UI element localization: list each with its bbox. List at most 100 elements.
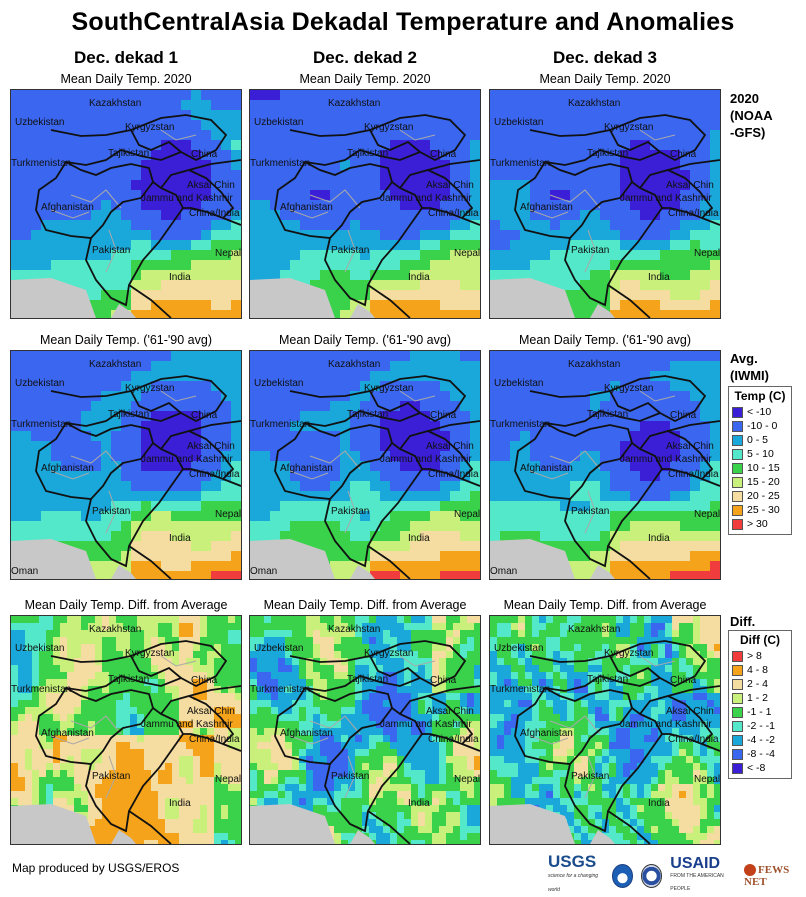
country-boundary xyxy=(564,707,664,833)
map-label-aksai-chin: Aksai Chin xyxy=(426,706,474,717)
map-label-china-india: China/India xyxy=(668,208,719,219)
sea-area xyxy=(490,539,575,579)
country-boundary xyxy=(130,390,182,414)
country-boundary xyxy=(289,114,467,166)
map-label-nepal: Nepal xyxy=(694,509,720,520)
temp-legend-label: 25 - 30 xyxy=(747,504,780,516)
map-label-turkmenistan: Turkmenistan xyxy=(11,158,71,169)
map-label-turkmenistan: Turkmenistan xyxy=(250,419,310,430)
province-boundary xyxy=(70,189,122,209)
map-label-afghanistan: Afghanistan xyxy=(520,463,573,474)
map-label-kazakhstan: Kazakhstan xyxy=(568,98,620,109)
row-label-current: 2020 (NOAA -GFS) xyxy=(730,91,773,140)
map-label-india: India xyxy=(648,798,670,809)
province-boundary xyxy=(399,655,436,667)
province-boundary xyxy=(309,189,361,209)
temp-legend: Temp (C) < -10 -10 - 0 0 - 5 5 - 10 10 - 15 1… xyxy=(728,386,792,535)
country-boundary xyxy=(461,478,480,487)
country-boundary xyxy=(222,478,241,487)
country-boundary xyxy=(367,545,411,579)
map-label-india: India xyxy=(408,798,430,809)
country-boundary xyxy=(35,421,154,500)
country-boundary xyxy=(701,743,720,752)
map-label-kazakhstan: Kazakhstan xyxy=(328,359,380,370)
temp-legend-swatch xyxy=(732,490,743,502)
fews-globe-icon xyxy=(744,864,757,877)
map-avg-dekad-3: Kazakhstan Uzbekistan Kyrgyzstan Tajikistan… xyxy=(489,350,721,580)
country-boundary xyxy=(50,114,228,166)
country-boundary xyxy=(639,695,714,746)
map-label-tajikistan: Tajikistan xyxy=(108,148,149,159)
diff-legend-label: < -8 xyxy=(747,762,766,774)
province-boundary xyxy=(549,450,601,470)
raster-layer xyxy=(250,351,480,579)
subtitle-current-2: Mean Daily Temp. 2020 xyxy=(299,72,431,86)
sea-area xyxy=(250,539,335,579)
map-label-nepal: Nepal xyxy=(454,774,480,785)
map-label-china-india: China/India xyxy=(189,469,240,480)
map-canvas: Kazakhstan Uzbekistan Kyrgyzstan Tajikistan… xyxy=(490,351,720,579)
map-label-pakistan: Pakistan xyxy=(92,506,130,517)
country-boundary xyxy=(85,707,185,833)
country-boundary xyxy=(85,181,185,307)
diff-legend-item: > 8 xyxy=(732,649,788,663)
country-boundary xyxy=(639,169,714,220)
map-label-afghanistan: Afghanistan xyxy=(41,202,94,213)
country-boundary xyxy=(274,160,393,239)
credit-text: Map produced by USGS/EROS xyxy=(12,861,180,875)
map-label-pakistan: Pakistan xyxy=(331,506,369,517)
sea-area xyxy=(111,830,136,844)
map-label-nepal: Nepal xyxy=(215,509,241,520)
province-boundary xyxy=(399,129,436,141)
country-boundary xyxy=(289,640,467,692)
map-label-india: India xyxy=(408,533,430,544)
map-label-china: China xyxy=(191,675,218,686)
map-label-turkmenistan: Turkmenistan xyxy=(490,158,550,169)
province-boundary xyxy=(344,229,356,273)
province-boundary xyxy=(639,655,676,667)
province-boundary xyxy=(529,470,569,480)
column-header-dekad-3: Dec. dekad 3 xyxy=(553,48,657,67)
column-header-dekad-2: Dec. dekad 2 xyxy=(313,48,417,67)
sea-area xyxy=(490,804,575,844)
diff-legend-label: -1 - 1 xyxy=(747,706,772,718)
nasa-seal-icon xyxy=(640,864,663,888)
province-boundary xyxy=(584,229,596,273)
map-label-pakistan: Pakistan xyxy=(92,245,130,256)
province-boundary xyxy=(50,735,90,745)
subtitle-avg-3: Mean Daily Temp. ('61-'90 avg) xyxy=(519,333,691,347)
country-boundary xyxy=(369,390,421,414)
country-boundary xyxy=(274,686,393,765)
country-boundary xyxy=(128,284,172,318)
diff-legend-swatch xyxy=(732,692,743,704)
map-label-china-india: China/India xyxy=(189,208,240,219)
map-label-india: India xyxy=(169,533,191,544)
province-boundary xyxy=(309,715,361,735)
diff-legend-swatch xyxy=(732,650,743,662)
map-label-china: China xyxy=(670,410,697,421)
province-boundary xyxy=(309,450,361,470)
map-label-kyrgyzstan: Kyrgyzstan xyxy=(125,383,174,394)
map-canvas: Kazakhstan Uzbekistan Kyrgyzstan Tajikistan… xyxy=(11,616,241,844)
subtitle-avg-1: Mean Daily Temp. ('61-'90 avg) xyxy=(40,333,212,347)
map-label-jammu: Jammu and Kashmir xyxy=(141,719,233,730)
diff-legend-label: 2 - 4 xyxy=(747,678,769,690)
temp-legend-swatch xyxy=(732,420,743,432)
diff-legend-item: -4 - -2 xyxy=(732,733,788,747)
country-boundary xyxy=(667,159,720,171)
diff-legend-swatch xyxy=(732,664,743,676)
temp-legend-label: 15 - 20 xyxy=(747,476,780,488)
country-boundary xyxy=(188,159,241,171)
country-boundary xyxy=(130,655,182,679)
map-label-kyrgyzstan: Kyrgyzstan xyxy=(125,122,174,133)
province-boundary xyxy=(584,755,596,799)
map-label-nepal: Nepal xyxy=(215,774,241,785)
map-canvas: Kazakhstan Uzbekistan Kyrgyzstan Tajikistan… xyxy=(490,90,720,318)
map-label-uzbekistan: Uzbekistan xyxy=(15,117,64,128)
province-boundary xyxy=(160,129,197,141)
province-boundary xyxy=(289,209,329,219)
temp-legend-item: 10 - 15 xyxy=(732,461,788,475)
map-label-kyrgyzstan: Kyrgyzstan xyxy=(364,648,413,659)
country-boundary xyxy=(130,129,182,153)
country-boundary xyxy=(35,686,154,765)
